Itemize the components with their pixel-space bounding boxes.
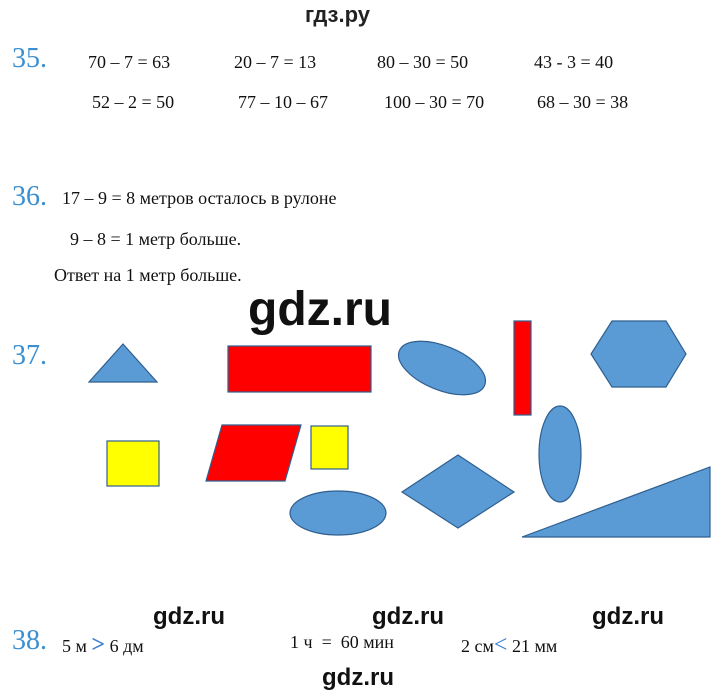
watermark-bottom: gdz.ru bbox=[322, 664, 394, 691]
equation: 70 – 7 = 63 bbox=[88, 52, 171, 72]
blue-rhombus bbox=[400, 454, 516, 529]
greater-than-sign: > bbox=[91, 632, 106, 658]
equation: 52 – 2 = 50 bbox=[92, 92, 175, 112]
yellow-small-rectangle bbox=[310, 425, 349, 470]
comparison-1: 5 м > 6 дм bbox=[62, 632, 144, 659]
blue-flat-ellipse bbox=[289, 490, 387, 536]
solution-line: 17 – 9 = 8 метров осталось в рулоне bbox=[62, 188, 337, 208]
watermark-row: gdz.ru bbox=[153, 603, 225, 630]
task-number-37: 37. bbox=[12, 340, 47, 371]
comparison-left: 1 ч bbox=[290, 632, 313, 652]
comparison-right: 6 дм bbox=[109, 636, 144, 656]
solution-line: 9 – 8 = 1 метр больше. bbox=[70, 229, 242, 249]
comparison-right: 21 мм bbox=[511, 636, 558, 656]
comparison-2: 1 ч = 60 мин bbox=[290, 632, 394, 653]
answer-line: Ответ на 1 метр больше. bbox=[54, 265, 242, 285]
comparison-left: 2 см bbox=[461, 636, 494, 656]
task-number-38: 38. bbox=[12, 625, 47, 656]
blue-vertical-ellipse bbox=[538, 405, 582, 503]
watermark-top: гдз.ру bbox=[305, 2, 370, 27]
equation: 68 – 30 = 38 bbox=[537, 92, 629, 112]
red-parallelogram bbox=[205, 424, 302, 482]
equation: 20 – 7 = 13 bbox=[234, 52, 317, 72]
comparison-3: 2 см< 21 мм bbox=[461, 632, 557, 659]
equals-sign: = bbox=[321, 632, 332, 652]
blue-hexagon bbox=[590, 320, 687, 388]
equation: 43 - 3 = 40 bbox=[534, 52, 614, 72]
equation: 80 – 30 = 50 bbox=[377, 52, 469, 72]
comparison-right: 60 мин bbox=[340, 632, 394, 652]
watermark-center: gdz.ru bbox=[248, 283, 392, 336]
task-number-35: 35. bbox=[12, 43, 47, 74]
equation: 100 – 30 = 70 bbox=[384, 92, 485, 112]
equation: 77 – 10 – 67 bbox=[238, 92, 328, 112]
blue-right-triangle bbox=[521, 466, 711, 538]
comparison-left: 5 м bbox=[62, 636, 87, 656]
blue-triangle bbox=[87, 343, 159, 383]
task-number-36: 36. bbox=[12, 181, 47, 212]
watermark-row: gdz.ru bbox=[372, 603, 444, 630]
blue-tilted-ellipse bbox=[397, 340, 487, 396]
red-rectangle bbox=[227, 345, 372, 393]
less-than-sign: < bbox=[493, 632, 508, 658]
watermark-row: gdz.ru bbox=[592, 603, 664, 630]
red-tall-rectangle bbox=[513, 320, 532, 416]
yellow-square bbox=[106, 440, 160, 487]
